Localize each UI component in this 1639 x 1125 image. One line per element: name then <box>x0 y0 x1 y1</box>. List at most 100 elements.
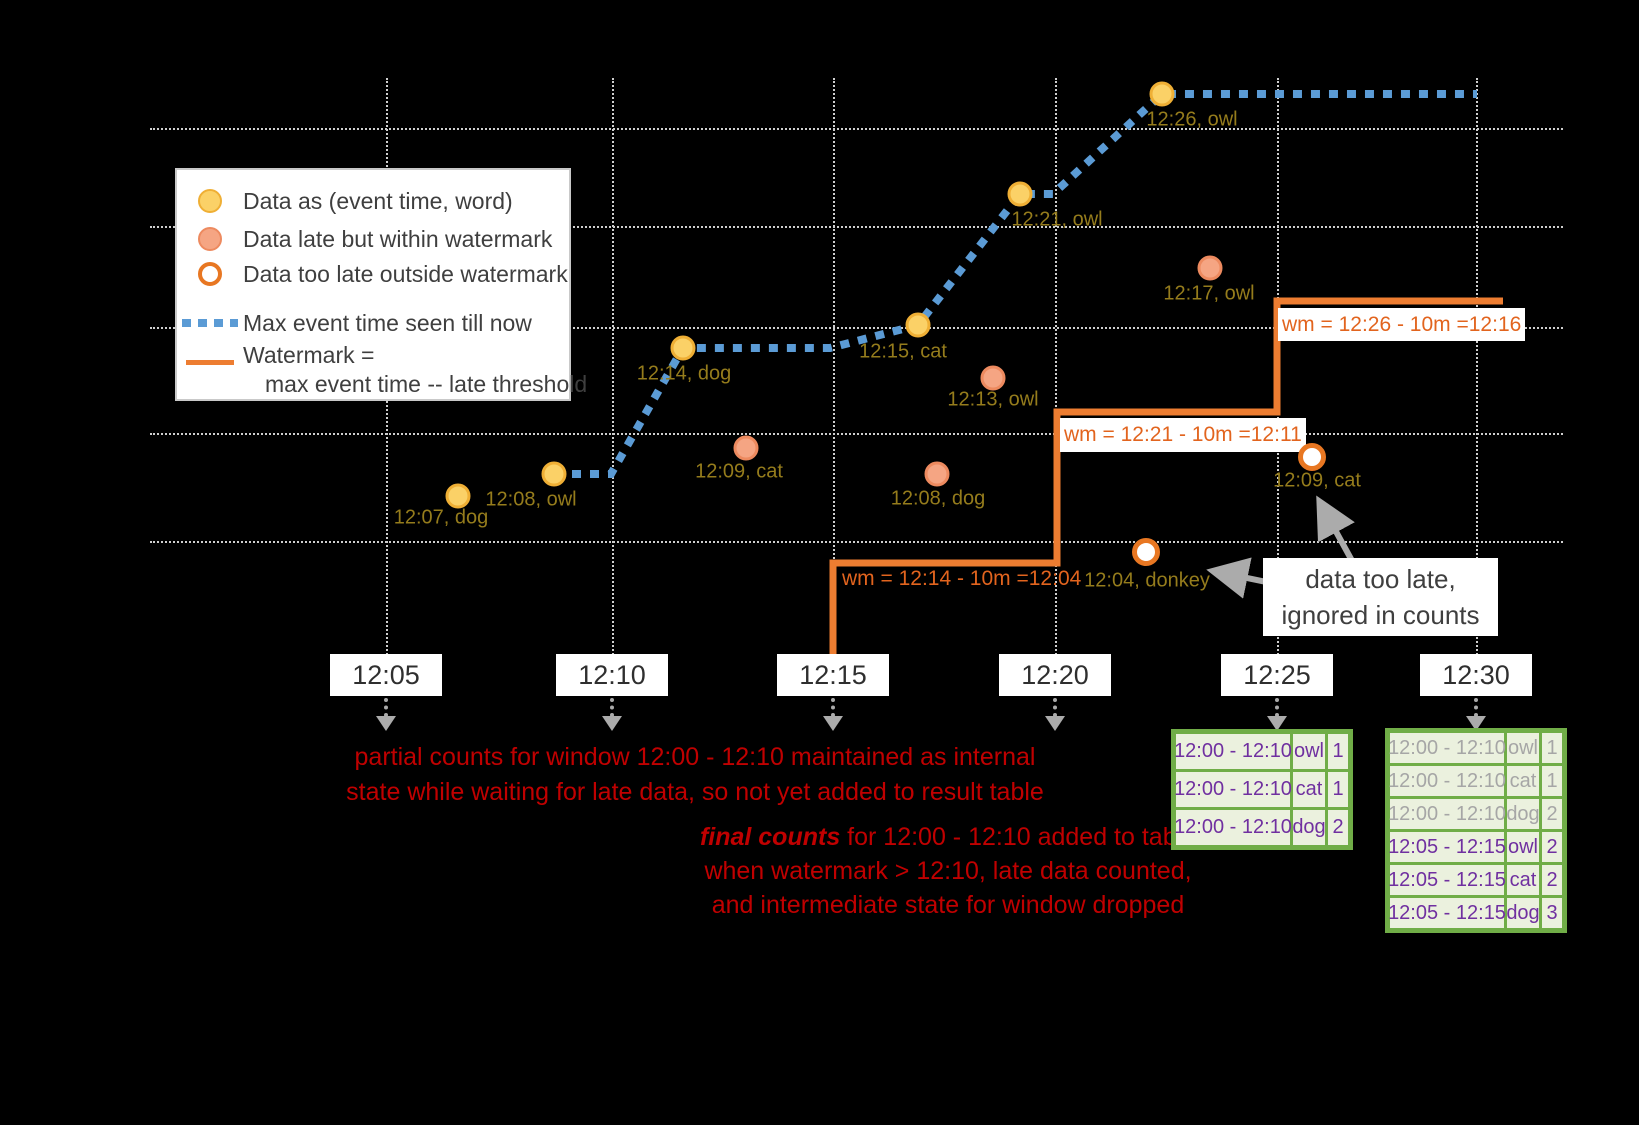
point-label: 12:26, owl <box>1146 108 1238 131</box>
trigger-arrow <box>384 698 388 717</box>
trigger-arrowhead-icon <box>1267 716 1287 731</box>
trigger-arrow <box>1474 698 1478 717</box>
point-label: 12:09, cat <box>695 460 783 483</box>
point-label: 12:04, donkey <box>1084 569 1210 592</box>
gridline-vertical <box>1476 78 1478 655</box>
gridline-horizontal <box>150 541 1563 543</box>
gridline-horizontal <box>150 433 1563 435</box>
table-cell-window: 12:05 - 12:15 <box>1388 832 1506 862</box>
data-point-on-time <box>905 312 931 338</box>
point-label: 12:08, dog <box>890 487 986 510</box>
legend-item: max event time -- late threshold <box>177 367 587 401</box>
trigger-arrowhead-icon <box>823 716 843 731</box>
data-point-too-late <box>1132 538 1160 566</box>
final-counts-line1-rest: for 12:00 - 12:10 added to table <box>840 823 1197 851</box>
table-cell-word: cat <box>1507 865 1539 895</box>
watermark-line <box>829 297 1503 655</box>
arrow-to-late-cat <box>1316 495 1359 570</box>
legend-item: Data late but within watermark <box>177 222 569 256</box>
data-point-on-time <box>670 335 696 361</box>
legend-label: Watermark = <box>243 341 375 368</box>
table-cell-window: 12:00 - 12:10 <box>1174 734 1292 769</box>
legend-label: Data too late outside watermark <box>243 260 568 287</box>
legend-label: Max event time seen till now <box>243 309 532 336</box>
legend-item: Watermark = <box>177 338 569 372</box>
trigger-arrowhead-icon <box>602 716 622 731</box>
final-counts-line1: final counts for 12:00 - 12:10 added to … <box>700 820 1196 854</box>
too-late-annotation: data too late, ignored in counts <box>1263 558 1498 636</box>
point-label: 12:09, cat <box>1273 469 1361 492</box>
table-cell-window: 12:00 - 12:10 <box>1388 766 1506 796</box>
final-counts-line2: when watermark > 12:10, late data counte… <box>704 857 1192 885</box>
data-point-too-late <box>1298 443 1326 471</box>
gridline-horizontal <box>150 128 1563 130</box>
point-label: 12:08, owl <box>485 488 577 511</box>
data-point-late <box>924 461 950 487</box>
gridline-vertical <box>833 78 835 655</box>
point-label: 12:17, owl <box>1163 282 1255 305</box>
too-late-annotation-line2: ignored in counts <box>1281 600 1480 630</box>
blue-dotted-line-icon <box>177 319 243 327</box>
x-tick-1215: 12:15 <box>777 654 889 696</box>
trigger-arrow <box>1053 698 1057 717</box>
table-cell-word: dog <box>1506 898 1540 928</box>
x-tick-1220: 12:20 <box>999 654 1111 696</box>
trigger-arrow <box>610 698 614 717</box>
table-cell-window: 12:00 - 12:10 <box>1388 733 1506 763</box>
data-point-late <box>1197 255 1223 281</box>
result-table-1225: 12:00 - 12:10 owl 1 12:00 - 12:10 cat 1 … <box>1171 729 1353 850</box>
gridline-horizontal <box>150 226 1563 228</box>
point-label: 12:07, dog <box>393 506 489 529</box>
result-table-1230: 12:00 - 12:10 owl 1 12:00 - 12:10 cat 1 … <box>1385 728 1567 933</box>
table-cell-word: dog <box>1292 810 1326 845</box>
trigger-arrow <box>1275 698 1279 717</box>
data-point-on-time <box>445 483 471 509</box>
trigger-arrowhead-icon <box>376 716 396 731</box>
trigger-arrow <box>831 698 835 717</box>
point-label: 12:21, owl <box>1011 208 1103 231</box>
x-tick-1230: 12:30 <box>1420 654 1532 696</box>
final-counts-emphasis: final counts <box>699 823 841 851</box>
data-point-on-time <box>1007 181 1033 207</box>
table-cell-count: 1 <box>1328 772 1348 807</box>
data-point-late <box>980 365 1006 391</box>
gridline-vertical <box>1055 78 1057 655</box>
legend-item: Data too late outside watermark <box>177 257 569 291</box>
table-cell-count: 1 <box>1328 734 1348 769</box>
data-point-on-time <box>541 461 567 487</box>
table-cell-window: 12:00 - 12:10 <box>1388 799 1506 829</box>
orange-line-icon <box>177 346 243 365</box>
partial-counts-line1: partial counts for window 12:00 - 12:10 … <box>354 743 1036 771</box>
table-cell-window: 12:00 - 12:10 <box>1174 810 1292 845</box>
on-time-dot-icon <box>177 189 243 213</box>
watermark-step-label: wm = 12:26 - 10m =12:16 <box>1278 308 1526 341</box>
x-tick-1210: 12:10 <box>556 654 668 696</box>
table-cell-count: 1 <box>1542 766 1562 796</box>
final-counts-line3: and intermediate state for window droppe… <box>711 891 1185 919</box>
too-late-circle-icon <box>177 262 243 286</box>
watermark-step-label: wm = 12:14 - 10m =12:04 <box>842 567 1082 590</box>
trigger-arrowhead-icon <box>1045 716 1065 731</box>
watermark-step-label: wm = 12:21 - 10m =12:11 <box>1060 418 1306 452</box>
partial-counts-line2: state while waiting for late data, so no… <box>346 778 1044 806</box>
point-label: 12:14, dog <box>636 362 732 385</box>
legend-item: Max event time seen till now <box>177 306 569 340</box>
table-cell-count: 2 <box>1542 832 1562 862</box>
table-cell-window: 12:05 - 12:15 <box>1388 898 1506 928</box>
table-cell-word: cat <box>1293 772 1325 807</box>
legend-label: Data late but within watermark <box>243 225 553 252</box>
legend-label: Data as (event time, word) <box>243 187 513 214</box>
data-point-on-time <box>1149 81 1175 107</box>
trigger-arrowhead-icon <box>1466 716 1486 731</box>
table-cell-count: 1 <box>1542 733 1562 763</box>
table-cell-count: 3 <box>1542 898 1562 928</box>
table-cell-count: 2 <box>1542 865 1562 895</box>
x-tick-1205: 12:05 <box>330 654 442 696</box>
legend-label: max event time -- late threshold <box>265 370 588 397</box>
gridline-horizontal <box>150 327 1563 329</box>
table-cell-count: 2 <box>1328 810 1348 845</box>
table-cell-word: owl <box>1293 734 1325 769</box>
data-point-late <box>733 435 759 461</box>
table-cell-word: owl <box>1507 733 1539 763</box>
